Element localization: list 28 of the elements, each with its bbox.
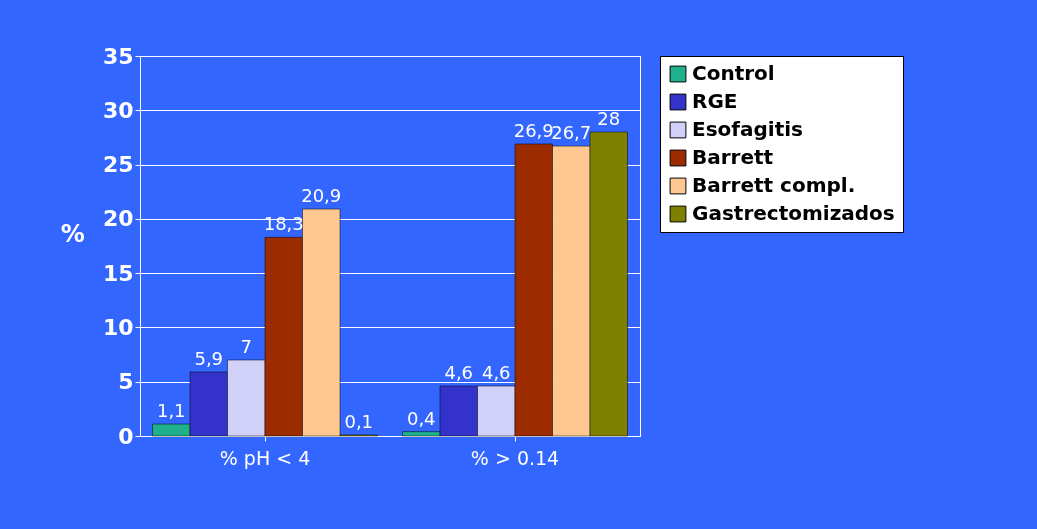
- data-label: 4,6: [444, 362, 474, 384]
- legend-label: Barrett: [692, 145, 774, 169]
- data-label: 4,6: [481, 362, 511, 384]
- data-label: 7: [240, 336, 252, 357]
- x-tick-label: % pH < 4: [219, 446, 311, 469]
- legend-label: Esofagitis: [692, 117, 803, 141]
- data-label: 20,9: [301, 185, 342, 207]
- data-label: 28: [597, 108, 621, 129]
- x-tick-label: % > 0.14: [470, 446, 560, 469]
- data-label: 0,4: [406, 407, 436, 429]
- data-label: 1,1: [156, 400, 186, 422]
- y-tick-label: 35: [102, 43, 134, 69]
- legend-label: Control: [692, 61, 775, 85]
- y-axis-title: %: [60, 219, 85, 248]
- legend-label: Barrett compl.: [692, 173, 856, 197]
- y-tick-label: 5: [118, 369, 134, 395]
- y-tick-label: 30: [102, 97, 134, 123]
- y-tick-label: 25: [102, 152, 134, 178]
- legend-label: Gastrectomizados: [692, 201, 895, 225]
- legend-label: RGE: [692, 89, 738, 113]
- data-label: 5,9: [194, 347, 224, 369]
- y-tick-label: 15: [102, 260, 134, 286]
- data-label: 26,7: [551, 122, 592, 144]
- y-tick-label: 10: [102, 314, 134, 340]
- data-label: 26,9: [513, 119, 554, 141]
- data-label: 0,1: [344, 410, 374, 432]
- y-tick-label: 20: [102, 206, 134, 232]
- y-tick-label: 0: [118, 423, 134, 449]
